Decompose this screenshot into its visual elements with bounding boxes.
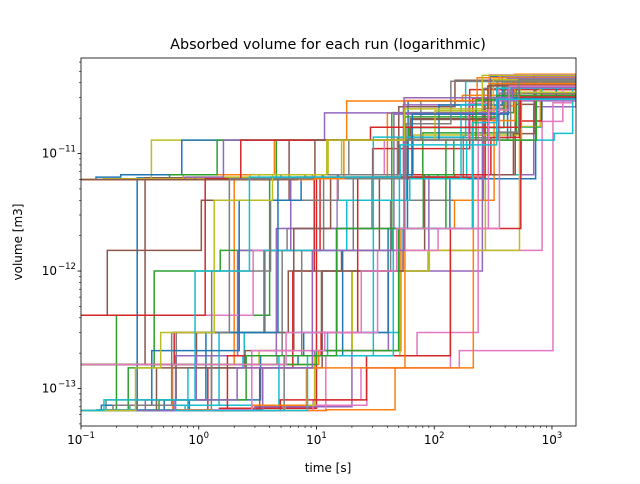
series-line-59 xyxy=(81,98,576,412)
series-line-4 xyxy=(81,83,576,412)
y-tick-label: 10 xyxy=(42,264,57,278)
x-axis-label: time [s] xyxy=(305,461,352,475)
y-tick-exponent: −11 xyxy=(58,145,76,155)
y-axis-label: volume [m3] xyxy=(11,204,25,281)
series-line-45 xyxy=(81,84,576,412)
y-tick-label: 10 xyxy=(42,147,57,161)
y-tick-exponent: −13 xyxy=(58,380,76,390)
chart-title: Absorbed volume for each run (logarithmi… xyxy=(170,37,486,53)
y-tick-exponent: −12 xyxy=(58,262,76,272)
y-tick-label: 10 xyxy=(42,382,57,396)
series-line-26 xyxy=(81,76,576,412)
series-line-56 xyxy=(81,85,576,366)
series-line-58 xyxy=(81,74,576,412)
series-lines xyxy=(81,73,576,412)
series-line-38 xyxy=(81,91,576,181)
plot-frame xyxy=(80,57,577,427)
series-line-1 xyxy=(81,78,576,412)
series-line-2 xyxy=(81,82,576,412)
